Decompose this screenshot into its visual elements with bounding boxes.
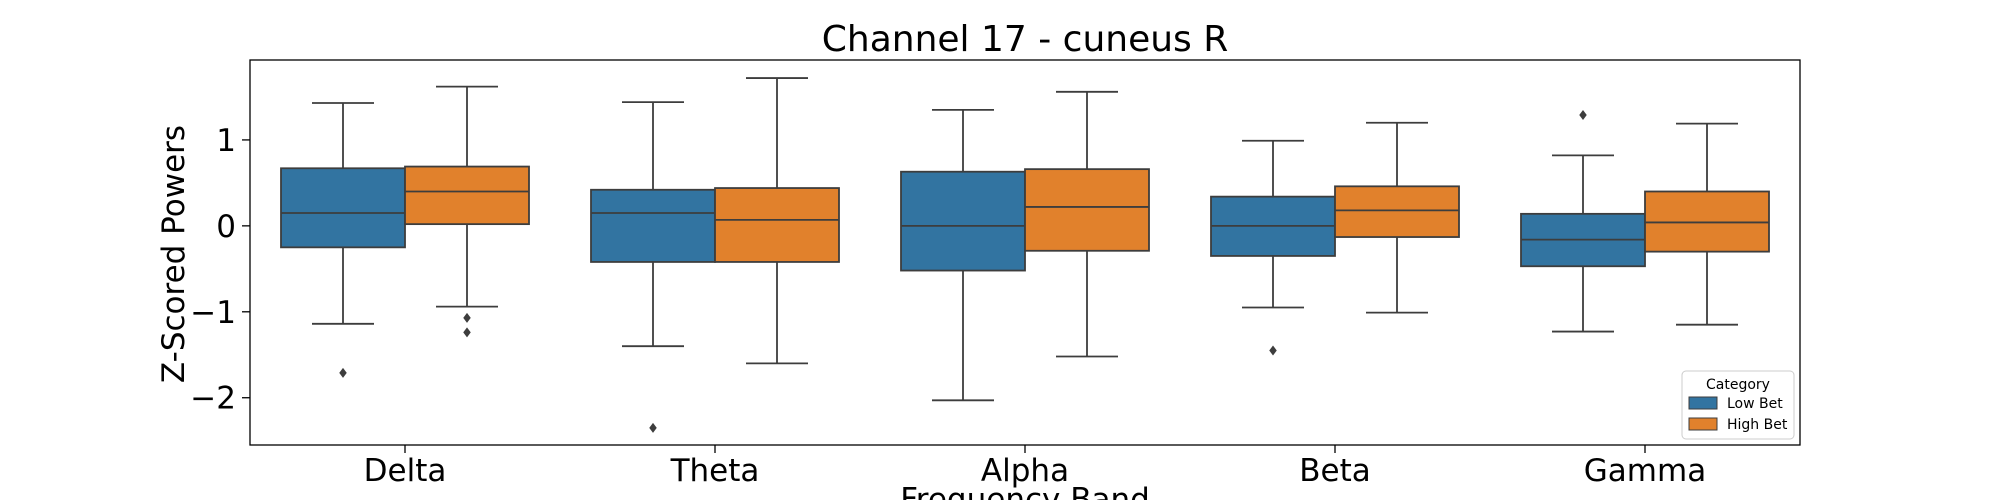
outlier-theta-low-bet bbox=[649, 422, 657, 433]
box-delta-low-bet bbox=[280, 167, 406, 249]
legend-label-high-bet: High Bet bbox=[1727, 417, 1788, 433]
y-tick-label: 1 bbox=[216, 123, 236, 159]
chart-title: Channel 17 - cuneus R bbox=[822, 19, 1229, 60]
y-tick-label: −1 bbox=[190, 295, 236, 331]
x-tick-label: Delta bbox=[364, 453, 447, 489]
x-tick-label: Alpha bbox=[981, 453, 1069, 489]
legend-swatch-low-bet bbox=[1688, 396, 1718, 410]
legend-title: Category bbox=[1706, 377, 1770, 393]
plot-area-frame bbox=[249, 59, 1801, 446]
outlier-delta-high-bet bbox=[463, 312, 471, 323]
outlier-delta-high-bet bbox=[463, 327, 471, 338]
legend-swatch-high-bet bbox=[1688, 417, 1718, 431]
box-theta-high-bet bbox=[714, 187, 840, 263]
legend: Category Low Bet High Bet bbox=[1681, 370, 1795, 440]
x-tick-label: Gamma bbox=[1584, 453, 1706, 489]
x-tick-label: Theta bbox=[670, 453, 760, 489]
plot-marks: −2 −1 0 1 Delta Theta Alpha Beta Gamma bbox=[190, 77, 1770, 489]
box-theta-low-bet bbox=[590, 188, 716, 263]
outlier-gamma-low-bet bbox=[1579, 110, 1587, 120]
box-alpha-low-bet bbox=[900, 170, 1026, 272]
y-axis-label: Z-Scored Powers bbox=[156, 125, 192, 383]
box-beta-high-bet bbox=[1334, 185, 1460, 238]
x-axis-label: Frequency Band bbox=[900, 482, 1150, 500]
outlier-beta-low-bet bbox=[1269, 345, 1277, 356]
x-tick-label: Beta bbox=[1299, 453, 1371, 489]
legend-label-low-bet: Low Bet bbox=[1727, 396, 1783, 412]
box-delta-high-bet bbox=[404, 165, 530, 226]
y-tick-label: −2 bbox=[190, 381, 236, 417]
box-alpha-high-bet bbox=[1024, 168, 1150, 252]
outlier-delta-low-bet bbox=[339, 367, 347, 378]
y-tick-label: 0 bbox=[216, 209, 236, 245]
